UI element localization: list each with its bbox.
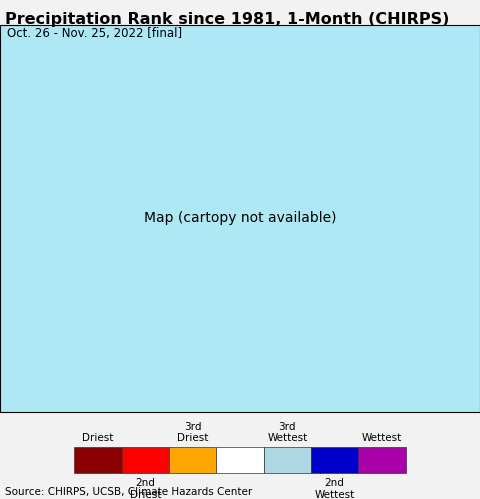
Text: Precipitation Rank since 1981, 1-Month (CHIRPS): Precipitation Rank since 1981, 1-Month (… (5, 12, 449, 27)
Bar (74, 447, 122, 473)
Bar (264, 447, 311, 473)
Text: Wettest: Wettest (362, 433, 402, 443)
Text: Source: CHIRPS, UCSB, Climate Hazards Center: Source: CHIRPS, UCSB, Climate Hazards Ce… (5, 487, 252, 497)
Text: 2nd
Wettest: 2nd Wettest (314, 478, 355, 499)
Bar (216, 447, 264, 473)
Text: Oct. 26 - Nov. 25, 2022 [final]: Oct. 26 - Nov. 25, 2022 [final] (7, 27, 182, 40)
Bar (169, 447, 216, 473)
Text: 3rd
Wettest: 3rd Wettest (267, 422, 307, 443)
Bar (358, 447, 406, 473)
Bar (122, 447, 169, 473)
Text: 2nd
Driest: 2nd Driest (130, 478, 161, 499)
Text: 3rd
Driest: 3rd Driest (177, 422, 208, 443)
Text: Map (cartopy not available): Map (cartopy not available) (144, 211, 336, 226)
Text: Driest: Driest (83, 433, 114, 443)
Bar (311, 447, 358, 473)
